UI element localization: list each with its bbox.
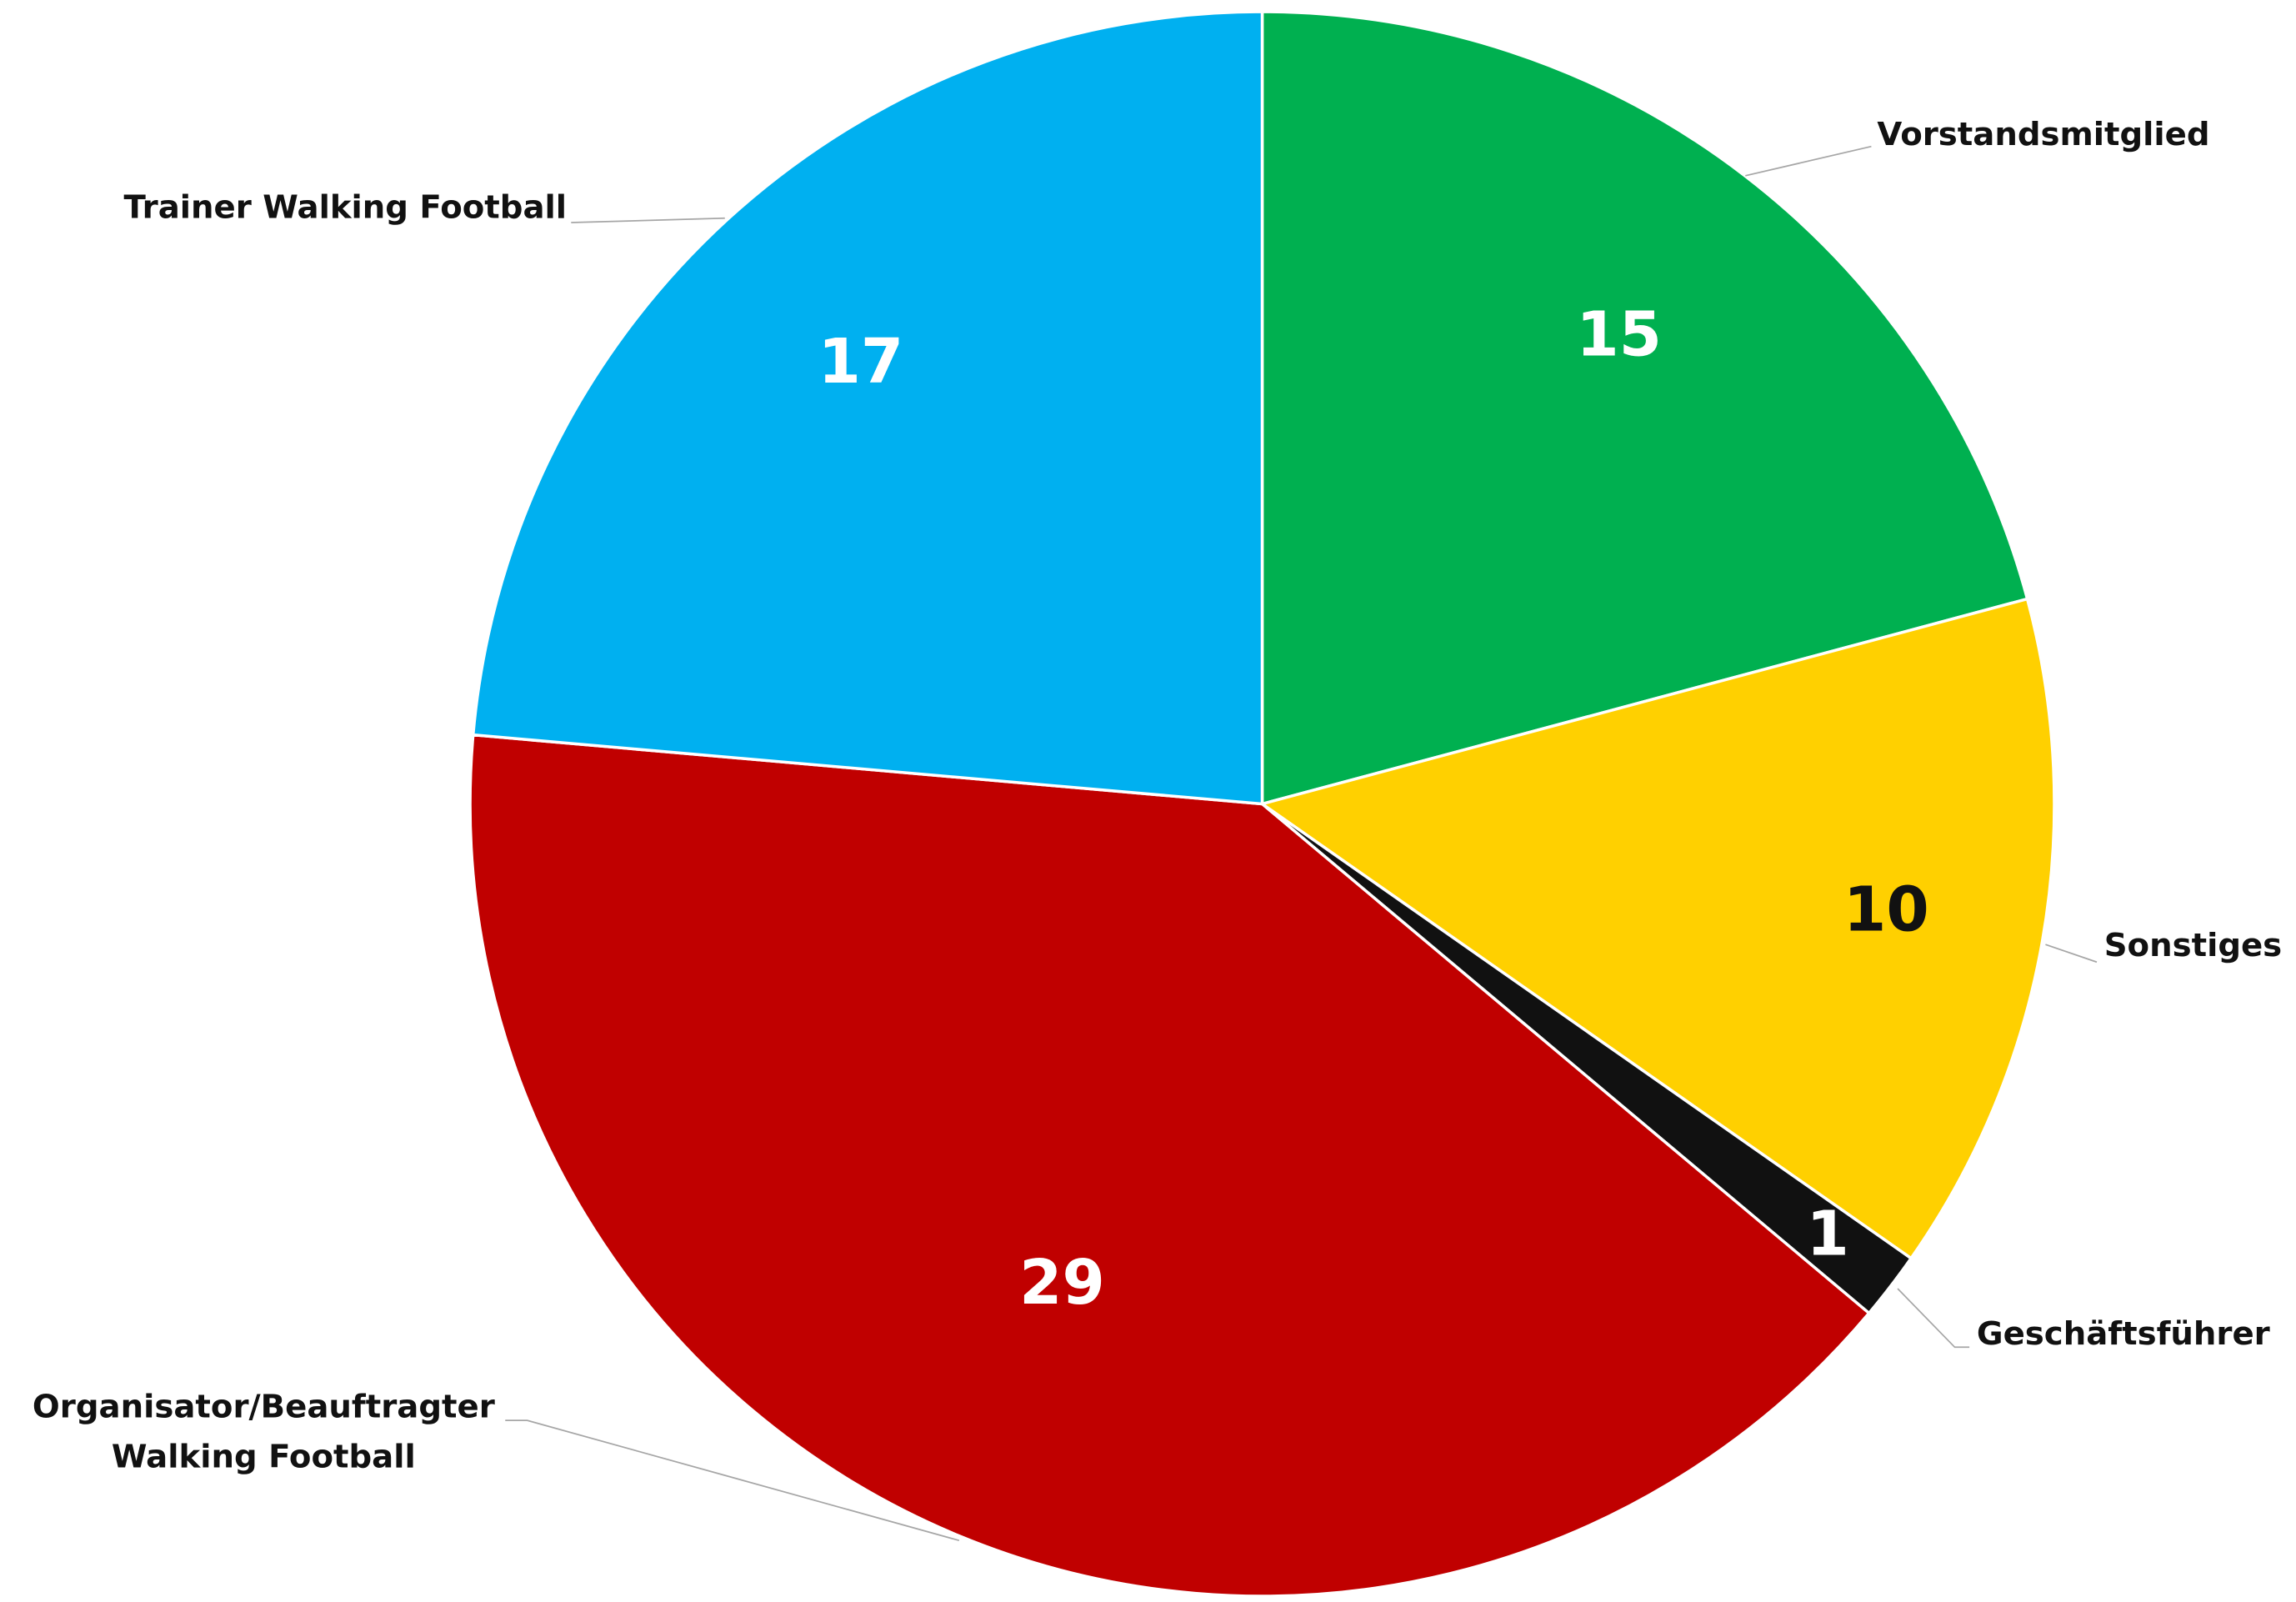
leader-line <box>1897 1288 1970 1349</box>
category-label: Organisator/Beauftragter Walking Footbal… <box>32 1389 495 1476</box>
category-label: Vorstandsmitglied <box>1877 116 2209 153</box>
leader-line <box>2045 944 2098 964</box>
value-label: 17 <box>818 327 904 398</box>
value-label: 1 <box>1807 1199 1849 1269</box>
leader-line <box>505 1419 960 1542</box>
value-label: 15 <box>1576 300 1662 371</box>
value-label: 29 <box>1019 1248 1105 1319</box>
category-label-box: Organisator/Beauftragter Walking Footbal… <box>32 1389 495 1476</box>
pie-slice <box>1258 597 2056 1261</box>
value-label: 10 <box>1843 875 1929 946</box>
leader-line <box>1745 145 1872 177</box>
category-label: Geschäftsführer <box>1977 1315 2270 1353</box>
category-label: Trainer Walking Football <box>124 189 567 227</box>
category-label: Sonstiges <box>2104 927 2282 964</box>
leader-line <box>571 217 725 223</box>
pie-slice <box>468 733 1872 1598</box>
pie-slice <box>471 10 1264 806</box>
pie-slice <box>1260 10 2029 806</box>
